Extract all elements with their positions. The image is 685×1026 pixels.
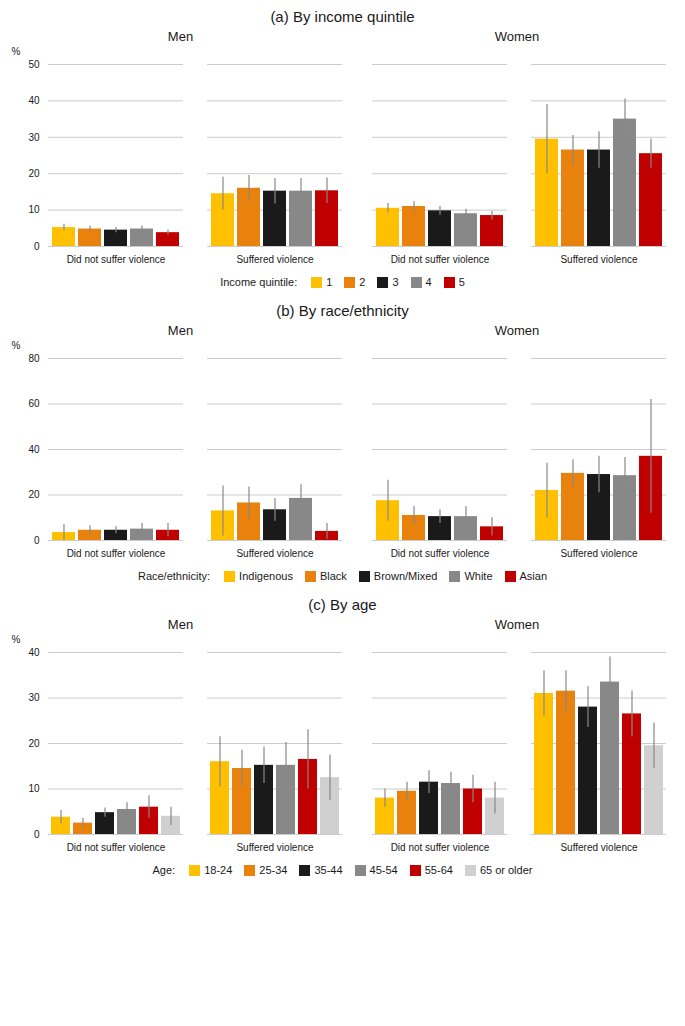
- svg-text:Did not suffer violence: Did not suffer violence: [67, 842, 166, 853]
- svg-text:10: 10: [28, 204, 40, 215]
- svg-text:Did not suffer violence: Did not suffer violence: [391, 254, 490, 265]
- svg-text:Did not suffer violence: Did not suffer violence: [67, 548, 166, 559]
- svg-text:Did not suffer violence: Did not suffer violence: [67, 254, 166, 265]
- svg-text:0: 0: [34, 241, 40, 252]
- html-text:Indigenous: Indigenous: [239, 570, 293, 582]
- svg-text:Suffered violence: Suffered violence: [560, 842, 638, 853]
- html-text:Asian: Asian: [519, 570, 548, 582]
- html-text:Race/ethnicity:: Race/ethnicity:: [137, 570, 211, 582]
- html-text:Black: Black: [319, 570, 347, 582]
- svg-text:60: 60: [28, 398, 40, 409]
- svg-text:Suffered violence: Suffered violence: [236, 842, 314, 853]
- html-text:2: 2: [359, 276, 366, 288]
- html-text:1: 1: [326, 276, 333, 288]
- svg-text:Suffered violence: Suffered violence: [560, 548, 638, 559]
- svg-text:Did not suffer violence: Did not suffer violence: [391, 842, 490, 853]
- svg-text:40: 40: [28, 647, 40, 658]
- svg-text:10: 10: [28, 783, 40, 794]
- svg-text:20: 20: [28, 738, 40, 749]
- html-text:(c) By age: (c) By age: [308, 596, 377, 613]
- html-text:Brown/Mixed: Brown/Mixed: [373, 570, 438, 582]
- svg-text:%: %: [12, 634, 21, 645]
- html-text:18-24: 18-24: [204, 864, 233, 876]
- html-text:Women: Women: [494, 617, 540, 632]
- svg-text:50: 50: [28, 59, 40, 70]
- svg-text:Suffered violence: Suffered violence: [236, 254, 314, 265]
- svg-text:Suffered violence: Suffered violence: [236, 548, 314, 559]
- html-text:Income quintile:: Income quintile:: [220, 276, 298, 288]
- svg-text:40: 40: [28, 444, 40, 455]
- svg-text:40: 40: [28, 95, 40, 106]
- html-text:White: White: [464, 570, 493, 582]
- svg-text:0: 0: [34, 535, 40, 546]
- html-text:Women: Women: [494, 323, 540, 338]
- svg-text:Suffered violence: Suffered violence: [560, 254, 638, 265]
- html-text:(a) By income quintile: (a) By income quintile: [270, 8, 415, 25]
- svg-text:20: 20: [28, 168, 40, 179]
- svg-text:%: %: [12, 46, 21, 57]
- svg-text:80: 80: [28, 353, 40, 364]
- html-text:25-34: 25-34: [259, 864, 288, 876]
- html-text:3: 3: [392, 276, 399, 288]
- html-text:55-64: 55-64: [424, 864, 453, 876]
- html-text:Men: Men: [167, 323, 194, 338]
- html-text:65 or older: 65 or older: [479, 864, 533, 876]
- html-text:Women: Women: [494, 29, 540, 44]
- svg-text:0: 0: [34, 829, 40, 840]
- html-text:4: 4: [425, 276, 432, 288]
- html-text:35-44: 35-44: [314, 864, 343, 876]
- html-text:(b) By race/ethnicity: (b) By race/ethnicity: [276, 302, 409, 319]
- svg-text:20: 20: [28, 489, 40, 500]
- html-text:5: 5: [458, 276, 465, 288]
- svg-text:30: 30: [28, 132, 40, 143]
- html-text:Men: Men: [167, 29, 194, 44]
- svg-text:Did not suffer violence: Did not suffer violence: [391, 548, 490, 559]
- html-text:45-54: 45-54: [369, 864, 398, 876]
- html-text:Age:: Age:: [152, 864, 176, 876]
- svg-text:%: %: [12, 340, 21, 351]
- html-text:Men: Men: [167, 617, 194, 632]
- svg-text:30: 30: [28, 692, 40, 703]
